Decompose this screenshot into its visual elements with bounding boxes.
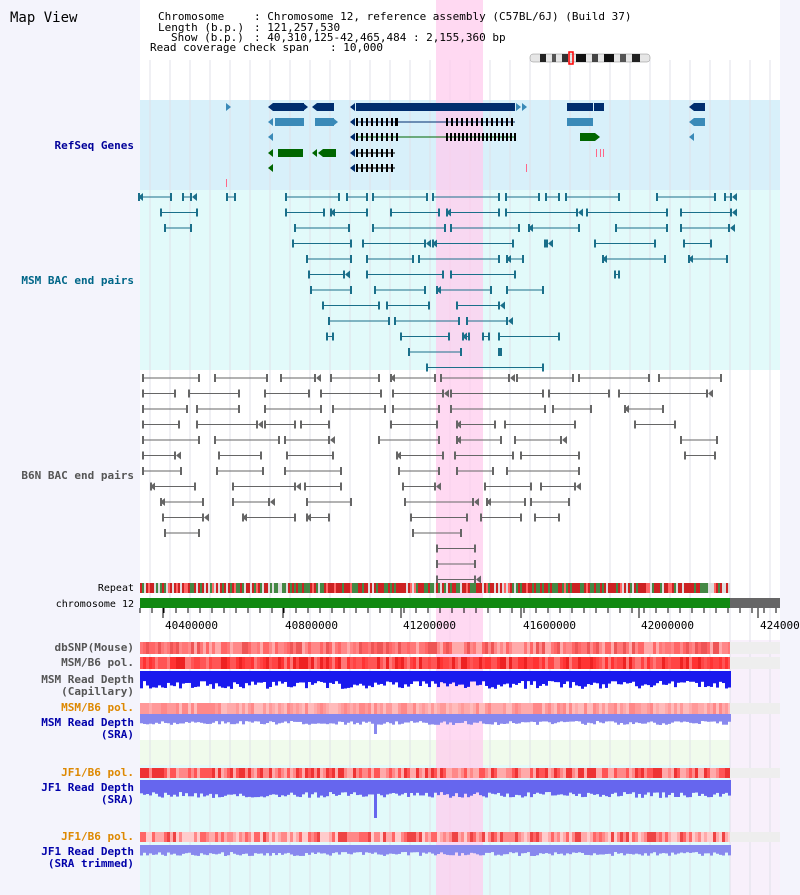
gene-feature[interactable] <box>594 103 604 111</box>
chromosome-bar[interactable] <box>140 598 730 608</box>
page-title: Map View <box>10 10 78 26</box>
msm-depth-capillary-label[interactable]: MSM Read Depth <box>41 673 134 686</box>
length-key: Length (b.p.) <box>158 21 244 34</box>
gene-arrow <box>268 103 273 111</box>
read-depth-tracks[interactable] <box>140 671 731 856</box>
highlight-region[interactable] <box>436 0 483 895</box>
chromosome-bar-end <box>730 598 780 608</box>
show-key: Show (b.p.) <box>171 31 244 44</box>
gene-feature[interactable] <box>356 103 515 111</box>
gene-arrow <box>516 103 521 111</box>
msm-bac-track-label[interactable]: MSM BAC end pairs <box>21 274 134 287</box>
gene-feature[interactable] <box>323 149 336 157</box>
b6n-bac-track-label[interactable]: B6N BAC end pairs <box>21 469 134 482</box>
show-value: : 40,310,125-42,465,484 : 2,155,360 bp <box>254 31 506 44</box>
msm-b6-pol-2-track-label[interactable]: MSM/B6 pol. <box>61 701 134 714</box>
gene-feature[interactable] <box>580 133 595 141</box>
ruler-tick-label: 41200000 <box>403 619 456 632</box>
refseq-genes-track[interactable] <box>226 103 705 187</box>
gene-arrow <box>350 103 355 111</box>
jf1-depth-sra-sublabel: (SRA) <box>101 793 134 806</box>
b6n-bac-pairs-track[interactable] <box>142 374 722 584</box>
msm-depth-sra-sublabel: (SRA) <box>101 728 134 741</box>
ruler-tick-label: 42000000 <box>641 619 694 632</box>
chromosome-position-marker <box>568 51 574 65</box>
gene-feature[interactable] <box>275 118 304 126</box>
jf1-b6-pol-2-track-label[interactable]: JF1/B6 pol. <box>61 830 134 843</box>
gene-arrow <box>689 133 694 141</box>
gene-arrow <box>350 118 355 126</box>
refseq-track-label[interactable]: RefSeq Genes <box>55 139 134 152</box>
msm-bac-pairs-track[interactable] <box>138 193 737 372</box>
gene-feature[interactable] <box>273 103 304 111</box>
gene-arrow <box>522 103 527 111</box>
ruler-tick-label: 41600000 <box>523 619 576 632</box>
coverage-value: : 10,000 <box>330 41 383 54</box>
coverage-key: Read coverage check span <box>150 41 309 54</box>
gene-arrow <box>350 149 355 157</box>
gene-arrow <box>312 103 317 111</box>
info-block: Chromosome : Chromosome 12, reference as… <box>150 10 632 54</box>
jf1-depth-trimmed-sublabel: (SRA trimmed) <box>48 857 134 870</box>
gene-arrow <box>268 133 273 141</box>
gene-arrow <box>689 118 694 126</box>
chromosome-ideogram[interactable] <box>529 51 651 65</box>
gene-arrow <box>318 149 323 157</box>
gene-feature[interactable] <box>317 103 334 111</box>
length-value: : 121,257,530 <box>254 21 340 34</box>
repeat-track-label: Repeat <box>98 583 134 594</box>
chromosome-key: Chromosome <box>158 10 224 23</box>
gene-arrow <box>689 103 694 111</box>
gene-arrow <box>595 133 600 141</box>
gene-arrow <box>226 103 231 111</box>
gene-arrow <box>312 149 317 157</box>
gene-arrow <box>268 149 273 157</box>
chromosome-track-label: chromosome 12 <box>56 599 134 610</box>
gene-arrow <box>350 164 355 172</box>
gene-arrow <box>350 133 355 141</box>
gene-arrow <box>268 118 273 126</box>
gene-arrow <box>333 118 338 126</box>
polymorphism-tracks[interactable] <box>140 642 780 842</box>
msm-b6-pol-track-label[interactable]: MSM/B6 pol. <box>61 656 134 669</box>
dbsnp-track-label[interactable]: dbSNP(Mouse) <box>55 641 134 654</box>
msm-depth-capillary-sublabel: (Capillary) <box>61 685 134 698</box>
gene-feature[interactable] <box>694 118 705 126</box>
jf1-b6-pol-track-label[interactable]: JF1/B6 pol. <box>61 766 134 779</box>
gene-feature[interactable] <box>315 118 334 126</box>
gene-arrow <box>268 164 273 172</box>
gene-feature[interactable] <box>567 103 593 111</box>
gene-feature[interactable] <box>567 118 593 126</box>
jf1-depth-sra-label[interactable]: JF1 Read Depth <box>41 781 134 794</box>
jf1-depth-trimmed-label[interactable]: JF1 Read Depth <box>41 845 134 858</box>
gene-feature[interactable] <box>278 149 303 157</box>
msm-depth-sra-label[interactable]: MSM Read Depth <box>41 716 134 729</box>
coordinate-ruler: 40400000 40800000 41200000 41600000 42000000… <box>139 608 800 632</box>
gene-feature[interactable] <box>694 103 705 111</box>
chromosome-value: : Chromosome 12, reference assembly (C57… <box>254 10 632 23</box>
ruler-tick-label: 424000 <box>760 619 800 632</box>
ruler-tick-label: 40400000 <box>165 619 218 632</box>
gene-arrow <box>303 103 308 111</box>
ruler-tick-label: 40800000 <box>285 619 338 632</box>
repeat-track[interactable] <box>140 583 730 593</box>
